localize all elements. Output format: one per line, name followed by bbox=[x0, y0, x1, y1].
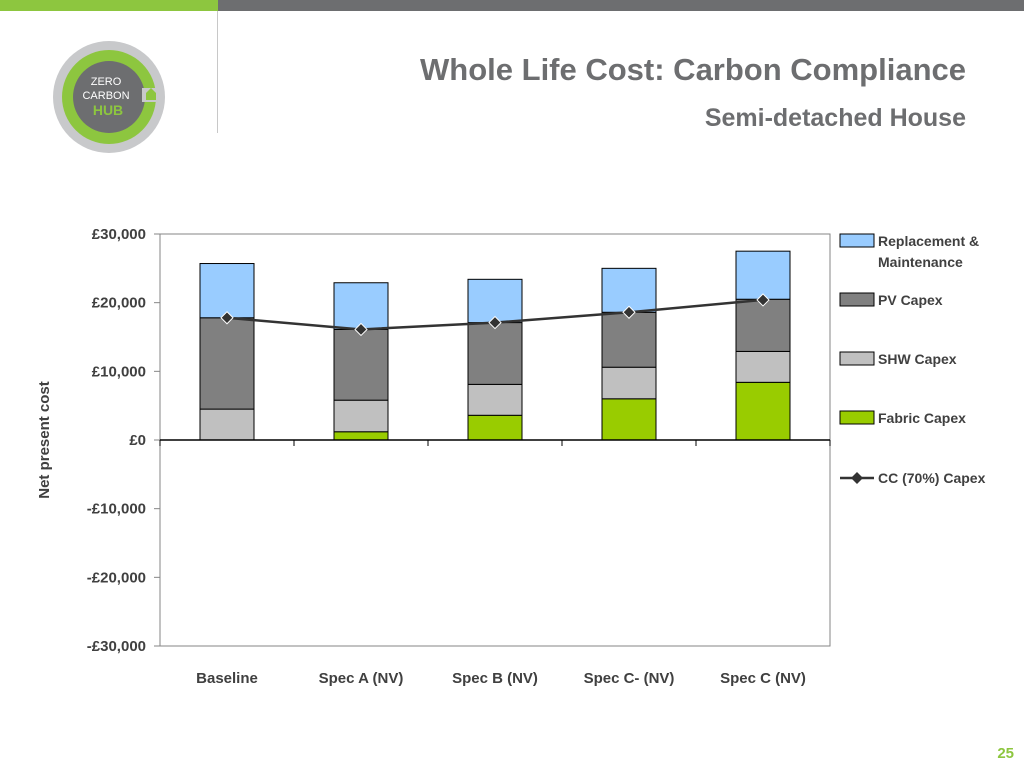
y-tick-label: -£10,000 bbox=[87, 501, 146, 518]
bar-segment bbox=[467, 278, 523, 324]
bar-segment bbox=[199, 317, 255, 410]
page-subtitle: Semi-detached House bbox=[704, 104, 966, 132]
x-tick-label: Spec A (NV) bbox=[319, 670, 404, 687]
bar-segment bbox=[601, 366, 657, 400]
logo-text-hub: HUB bbox=[93, 102, 123, 118]
bar-segment bbox=[467, 414, 523, 441]
cc-marker bbox=[354, 322, 368, 337]
bar-segment bbox=[601, 398, 657, 441]
zero-carbon-hub-logo: ZERO CARBON HUB bbox=[53, 41, 165, 153]
bar-segment bbox=[735, 298, 791, 352]
top-bar-grey bbox=[218, 0, 1024, 11]
bar-segment bbox=[467, 322, 523, 385]
legend-swatch bbox=[839, 233, 875, 248]
x-tick-label: Spec C (NV) bbox=[720, 670, 806, 687]
logo-text-carbon: CARBON bbox=[82, 90, 129, 102]
cc-marker bbox=[220, 311, 234, 325]
bar-segment bbox=[333, 282, 389, 330]
bar-segment bbox=[735, 350, 791, 383]
bar-segment bbox=[601, 311, 657, 368]
page-title: Whole Life Cost: Carbon Compliance bbox=[420, 52, 966, 87]
legend-label: Maintenance bbox=[878, 254, 963, 270]
legend-label: Replacement & bbox=[878, 233, 979, 249]
cc-marker bbox=[488, 315, 502, 330]
y-tick-label: -£30,000 bbox=[87, 638, 146, 655]
bar-segment bbox=[199, 263, 255, 319]
legend-marker bbox=[851, 472, 863, 484]
bar-segment bbox=[199, 408, 255, 441]
top-bar-green bbox=[0, 0, 218, 11]
y-axis-title: Net present cost bbox=[36, 381, 53, 499]
legend-label: SHW Capex bbox=[878, 351, 957, 367]
y-tick-label: £10,000 bbox=[92, 363, 146, 380]
y-tick-label: -£20,000 bbox=[87, 569, 146, 586]
cc-marker bbox=[622, 305, 636, 319]
y-tick-label: £0 bbox=[129, 432, 146, 449]
x-tick-label: Baseline bbox=[196, 670, 258, 687]
legend-label: PV Capex bbox=[878, 292, 943, 308]
bar-segment bbox=[735, 250, 791, 300]
bar-segment bbox=[333, 431, 389, 441]
x-tick-label: Spec B (NV) bbox=[452, 670, 538, 687]
legend-swatch bbox=[839, 292, 875, 307]
page-number: 25 bbox=[997, 745, 1014, 762]
cc-marker bbox=[756, 293, 770, 307]
logo-text-zero: ZERO bbox=[91, 76, 122, 88]
legend-swatch bbox=[839, 410, 875, 425]
bar-segment bbox=[333, 328, 389, 401]
y-tick-label: £30,000 bbox=[92, 226, 146, 243]
legend-swatch bbox=[839, 351, 875, 366]
y-tick-label: £20,000 bbox=[92, 295, 146, 312]
x-tick-label: Spec C- (NV) bbox=[584, 670, 675, 687]
bar-segment bbox=[467, 383, 523, 416]
header-divider bbox=[217, 11, 218, 133]
legend-label: Fabric Capex bbox=[878, 410, 966, 426]
bar-segment bbox=[601, 267, 657, 313]
bar-segment bbox=[333, 399, 389, 433]
bar-segment bbox=[735, 381, 791, 441]
legend-label: CC (70%) Capex bbox=[878, 470, 986, 486]
